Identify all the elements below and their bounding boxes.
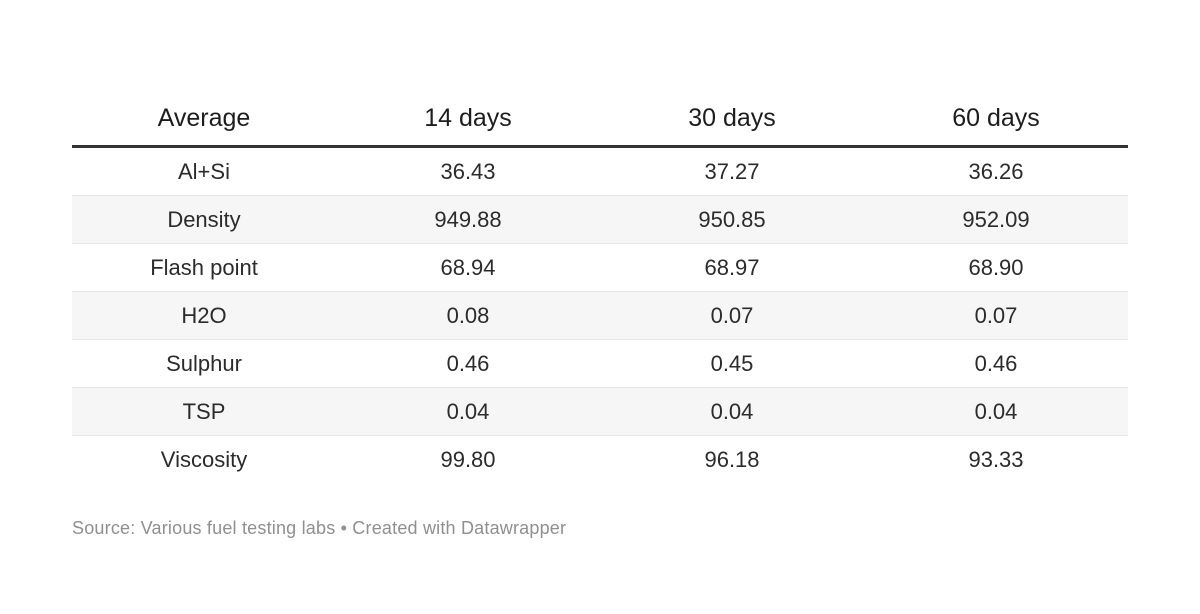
table-cell: 0.07 bbox=[864, 291, 1128, 340]
row-label: H2O bbox=[72, 291, 336, 340]
table-cell: 36.26 bbox=[968, 158, 1024, 184]
table-cell: 68.90 bbox=[864, 243, 1128, 292]
table-cell: 0.46 bbox=[864, 339, 1128, 388]
row-label: Flash point bbox=[72, 243, 336, 292]
table-row: Sulphur 0.46 0.45 0.46 bbox=[72, 339, 1128, 388]
column-header-30-days: 30 days bbox=[600, 92, 864, 148]
table-row: Al+Si 36.43 37.27 36.26 bbox=[72, 147, 1128, 196]
table-cell: 99.80 bbox=[336, 435, 600, 483]
table-cell: 36.43 bbox=[440, 158, 496, 184]
table-cell: 949.88 bbox=[336, 195, 600, 244]
table-row: Viscosity 99.80 96.18 93.33 bbox=[72, 435, 1128, 483]
column-header-14-days: 14 days bbox=[336, 92, 600, 148]
row-label: Sulphur bbox=[72, 339, 336, 388]
table-cell: 0.04 bbox=[864, 387, 1128, 436]
table-row: Flash point 68.94 68.97 68.90 bbox=[72, 243, 1128, 292]
data-table-container: Average 14 days 30 days 60 days Al+Si 36… bbox=[72, 92, 1128, 483]
table-cell: 0.07 bbox=[600, 291, 864, 340]
header-row: Average 14 days 30 days 60 days bbox=[72, 92, 1128, 148]
table-cell: 950.85 bbox=[600, 195, 864, 244]
table-cell: 68.94 bbox=[336, 243, 600, 292]
column-header-60-days: 60 days bbox=[864, 92, 1128, 148]
data-table: Average 14 days 30 days 60 days Al+Si 36… bbox=[72, 92, 1128, 483]
row-label: Density bbox=[72, 195, 336, 244]
row-label: Al+Si bbox=[178, 158, 230, 184]
table-cell: 37.27 bbox=[704, 158, 760, 184]
source-attribution: Source: Various fuel testing labs • Crea… bbox=[72, 518, 567, 538]
table-cell: 0.04 bbox=[600, 387, 864, 436]
table-cell: 68.97 bbox=[600, 243, 864, 292]
table-body: Al+Si 36.43 37.27 36.26 Density 949.88 9… bbox=[72, 147, 1128, 483]
table-row: Density 949.88 950.85 952.09 bbox=[72, 195, 1128, 244]
table-cell: 0.08 bbox=[336, 291, 600, 340]
table-header: Average 14 days 30 days 60 days bbox=[72, 92, 1128, 148]
table-cell: 0.04 bbox=[336, 387, 600, 436]
table-row: H2O 0.08 0.07 0.07 bbox=[72, 291, 1128, 340]
table-cell: 952.09 bbox=[864, 195, 1128, 244]
table-cell: 0.46 bbox=[336, 339, 600, 388]
table-cell: 93.33 bbox=[864, 435, 1128, 483]
row-label: Viscosity bbox=[72, 435, 336, 483]
table-cell: 96.18 bbox=[600, 435, 864, 483]
table-cell: 0.45 bbox=[600, 339, 864, 388]
table-row: TSP 0.04 0.04 0.04 bbox=[72, 387, 1128, 436]
column-header-average: Average bbox=[72, 92, 336, 148]
row-label: TSP bbox=[72, 387, 336, 436]
